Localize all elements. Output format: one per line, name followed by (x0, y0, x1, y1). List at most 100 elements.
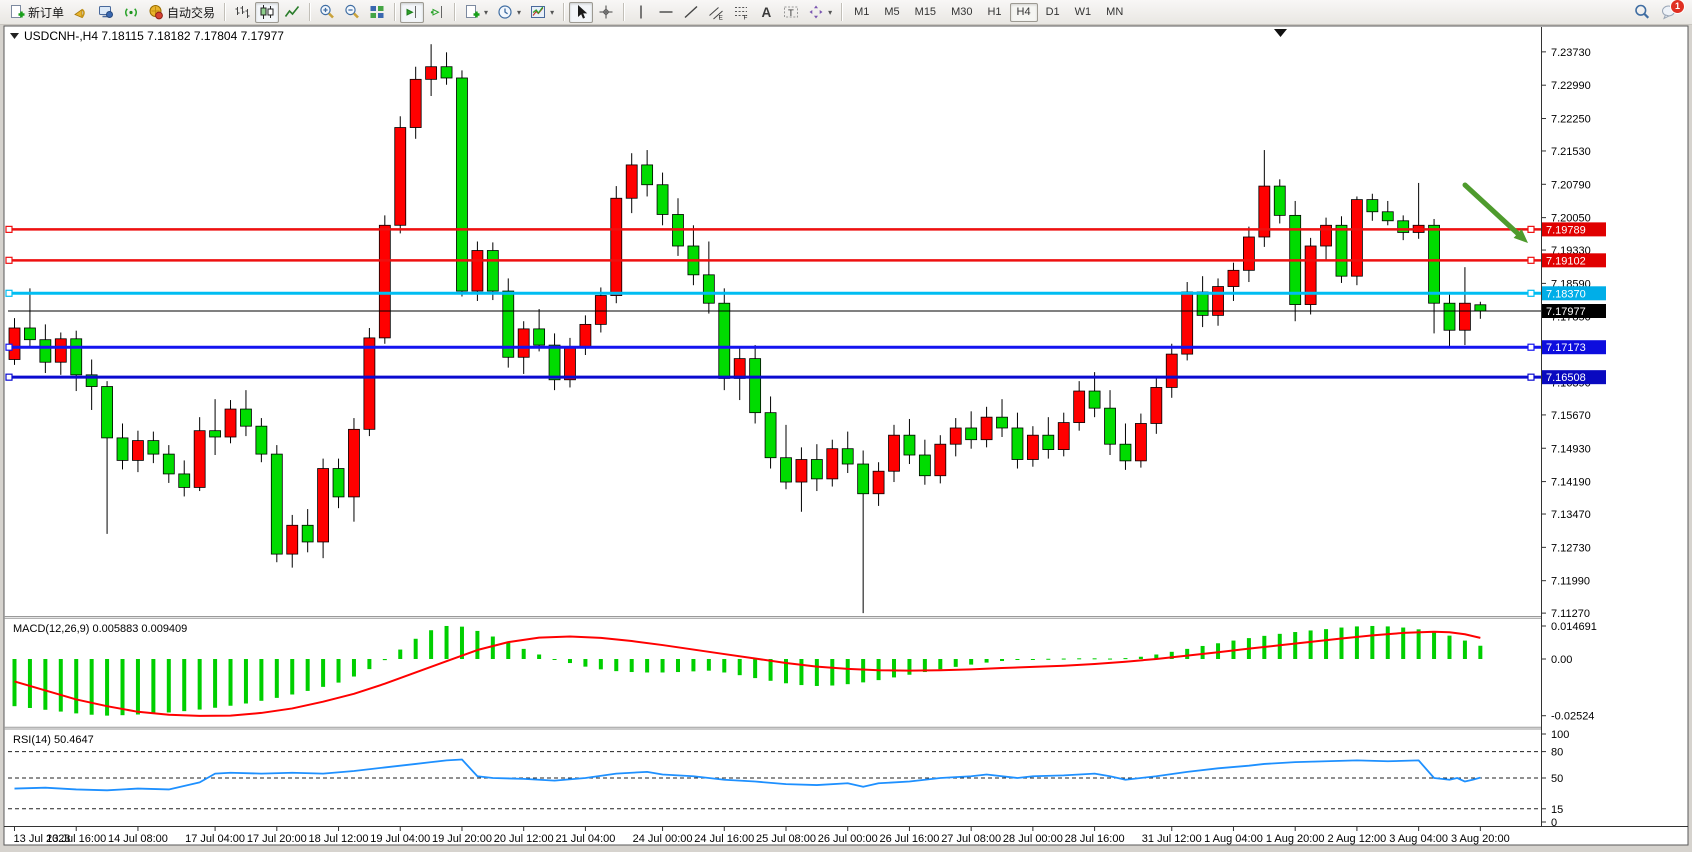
time-tick-label: 14 Jul 08:00 (108, 833, 168, 845)
notifications-button[interactable]: 1 (1657, 0, 1685, 23)
tf-m15-button[interactable]: M15 (914, 6, 937, 18)
bars-icon (235, 6, 250, 18)
rsi-tick-label: 15 (1551, 804, 1563, 816)
svg-text:E: E (719, 15, 724, 21)
linechart-icon (284, 6, 300, 17)
toolbar-separator (224, 3, 226, 21)
chevron-down-icon: ▾ (484, 7, 489, 17)
toolbar-separator (563, 3, 565, 21)
draw-vline-button[interactable] (629, 2, 653, 23)
tf-m30-button[interactable]: M30 (951, 6, 973, 18)
vline-icon (640, 5, 642, 19)
arrows-icon (809, 5, 823, 19)
signals-button[interactable] (119, 2, 143, 23)
cursor-icon (578, 5, 588, 19)
toolbar-separator (841, 3, 843, 21)
time-tick-label: 26 Jul 16:00 (879, 833, 939, 845)
chart-shift-button[interactable] (400, 1, 425, 23)
candles-icon (260, 5, 274, 19)
draw-channel-button[interactable]: E (704, 2, 728, 23)
notification-badge: 1 (1670, 0, 1685, 14)
svg-text:T: T (788, 8, 794, 19)
horizontal-level-lines[interactable]: 7.19789 7.19102 7.18370 7.17173 7.16508 7.179… (5, 222, 1606, 385)
tile-windows-button[interactable] (365, 2, 389, 23)
search-button[interactable] (1630, 2, 1654, 23)
time-tick-label: 13 Jul 2023 (14, 833, 71, 845)
bar-chart-mode-button[interactable] (230, 2, 254, 23)
toolbar-separator (309, 3, 311, 21)
draw-label-button[interactable]: T (779, 2, 803, 23)
rsi-tick-label: 0 (1551, 817, 1557, 829)
time-tick-label: 1 Aug 20:00 (1266, 833, 1325, 845)
macd-tick-label: -0.02524 (1551, 711, 1594, 723)
draw-fibonacci-button[interactable]: F (729, 2, 753, 23)
price-tick-label: 7.14190 (1551, 477, 1591, 489)
zoom-in-button[interactable] (315, 2, 339, 23)
clock-icon (498, 5, 512, 19)
toolbar-separator (454, 3, 456, 21)
label-icon: T (784, 6, 799, 19)
tf-m1-button[interactable]: M1 (854, 6, 870, 18)
templates-button[interactable]: ▾ (526, 2, 558, 23)
new-order-button[interactable]: 新订单 (5, 2, 68, 23)
robot-icon (149, 5, 163, 20)
price-tick-label: 7.13470 (1551, 509, 1591, 521)
zoom-in-icon (320, 4, 334, 19)
zoom-out-button[interactable] (340, 2, 364, 23)
chart-menu-arrow-icon[interactable] (10, 33, 19, 39)
macd-tick-label: 0.00 (1551, 654, 1572, 666)
draw-arrows-button[interactable]: ▾ (804, 2, 836, 23)
svg-text:A: A (762, 5, 772, 20)
price-tick-label: 7.11990 (1551, 576, 1590, 588)
autotrading-label: 自动交易 (167, 5, 216, 20)
time-tick-label: 19 Jul 04:00 (370, 833, 430, 845)
tf-m5-button[interactable]: M5 (884, 6, 900, 18)
tf-w1-button[interactable]: W1 (1074, 6, 1092, 18)
chevron-down-icon: ▾ (828, 7, 833, 17)
trend-icon (684, 5, 698, 19)
time-tick-label: 17 Jul 20:00 (247, 833, 307, 845)
price-tick-label: 7.15670 (1551, 410, 1591, 422)
news-horn-button[interactable] (69, 2, 93, 23)
market-watch-button[interactable] (94, 2, 118, 23)
doc-plus-icon (11, 5, 25, 18)
line-chart-mode-button[interactable] (280, 2, 304, 23)
new-chart-button[interactable]: ▾ (460, 2, 492, 23)
price-tick-label: 7.14930 (1551, 443, 1591, 455)
price-tick-label: 7.22250 (1551, 114, 1591, 126)
time-tick-label: 26 Jul 00:00 (818, 833, 878, 845)
level-price-label: 7.17977 (1546, 306, 1586, 318)
chart-axes[interactable]: 7.23730 7.22990 7.22250 7.21530 7.20790 7.200… (8, 47, 1597, 845)
chart-frame (3, 25, 1689, 846)
horn-icon (74, 8, 85, 19)
time-tick-label: 13 Jul 16:00 (46, 833, 106, 845)
chart-autoscroll-button[interactable] (425, 2, 449, 23)
new-order-label: 新订单 (28, 5, 65, 20)
autotrading-button[interactable]: 自动交易 (144, 2, 219, 23)
cursor-button[interactable] (569, 1, 594, 23)
price-tick-label: 7.11270 (1551, 608, 1590, 620)
macd-label: MACD(12,26,9) 0.005883 0.009409 (13, 623, 187, 635)
draw-text-button[interactable]: A (754, 2, 778, 23)
candle-chart-mode-button[interactable] (255, 1, 280, 23)
rsi-tick-label: 80 (1551, 747, 1563, 759)
annotations[interactable] (1274, 29, 1528, 243)
draw-hline-button[interactable] (654, 2, 678, 23)
level-price-label: 7.19789 (1546, 224, 1586, 236)
periods-button[interactable]: ▾ (493, 2, 525, 23)
rsi-tick-label: 100 (1551, 729, 1569, 741)
tf-h1-button[interactable]: H1 (987, 6, 1002, 18)
time-tick-label: 2 Aug 12:00 (1328, 833, 1387, 845)
crosshair-button[interactable] (594, 2, 618, 23)
svg-text:F: F (744, 15, 748, 21)
draw-trendline-button[interactable] (679, 2, 703, 23)
tf-d1-button[interactable]: D1 (1045, 6, 1060, 18)
toolbar-separator (623, 3, 625, 21)
tf-h4-button[interactable]: H4 (1009, 2, 1038, 22)
time-tick-label: 28 Jul 00:00 (1003, 833, 1063, 845)
tf-mn-button[interactable]: MN (1106, 6, 1124, 18)
time-tick-label: 31 Jul 12:00 (1142, 833, 1202, 845)
trend-arrow-annotation (1513, 229, 1528, 243)
